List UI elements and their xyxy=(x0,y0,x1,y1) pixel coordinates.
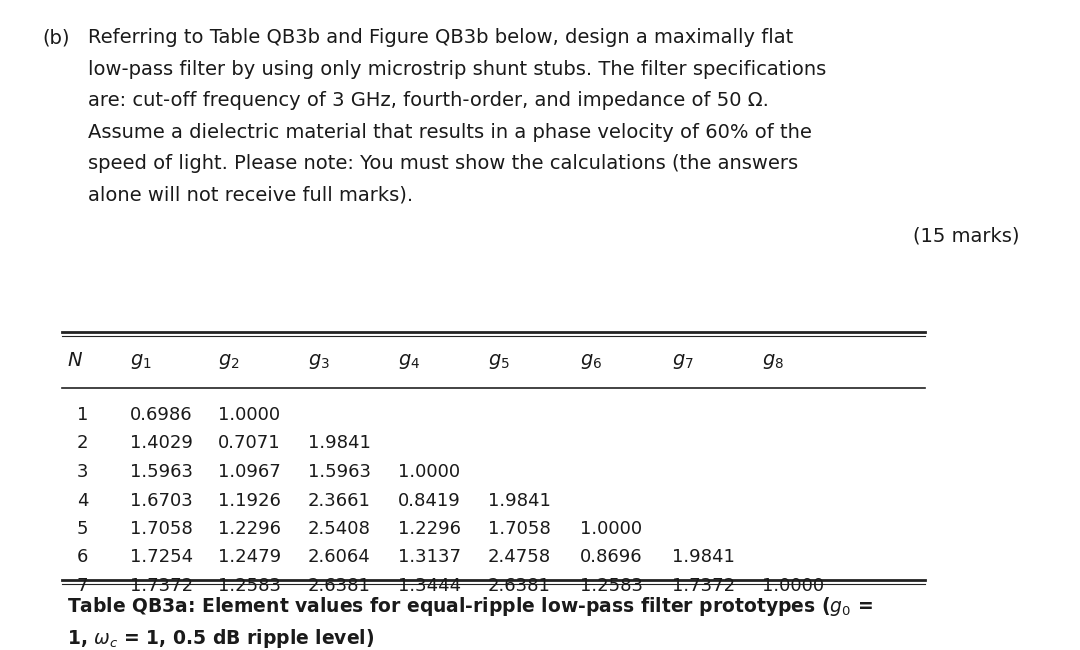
Text: 0.7071: 0.7071 xyxy=(218,434,281,452)
Text: 2.4758: 2.4758 xyxy=(488,549,551,567)
Text: $g_1$: $g_1$ xyxy=(130,352,152,371)
Text: 1.0000: 1.0000 xyxy=(762,577,824,595)
Text: 1.3137: 1.3137 xyxy=(399,549,461,567)
Text: low-pass filter by using only microstrip shunt stubs. The filter specifications: low-pass filter by using only microstrip… xyxy=(87,60,826,79)
Text: 1.2583: 1.2583 xyxy=(218,577,281,595)
Text: 0.8419: 0.8419 xyxy=(399,491,461,510)
Text: 2.6064: 2.6064 xyxy=(308,549,370,567)
Text: Table QB3a: Element values for equal-ripple low-pass filter prototypes ($g_0$ =: Table QB3a: Element values for equal-rip… xyxy=(67,595,873,619)
Text: (b): (b) xyxy=(42,28,69,47)
Text: 1.2296: 1.2296 xyxy=(399,520,461,538)
Text: 1.2479: 1.2479 xyxy=(218,549,281,567)
Text: 1.0000: 1.0000 xyxy=(218,406,280,424)
Text: 6: 6 xyxy=(77,549,89,567)
Text: 1.7372: 1.7372 xyxy=(672,577,735,595)
Text: 2.6381: 2.6381 xyxy=(308,577,370,595)
Text: 2.5408: 2.5408 xyxy=(308,520,370,538)
Text: 5: 5 xyxy=(77,520,89,538)
Text: 1.9841: 1.9841 xyxy=(308,434,370,452)
Text: 0.8696: 0.8696 xyxy=(580,549,643,567)
Text: $g_7$: $g_7$ xyxy=(672,352,693,371)
Text: 1.7372: 1.7372 xyxy=(130,577,193,595)
Text: 2.3661: 2.3661 xyxy=(308,491,370,510)
Text: 1.2583: 1.2583 xyxy=(580,577,643,595)
Text: 1.0000: 1.0000 xyxy=(399,463,460,481)
Text: 1.6703: 1.6703 xyxy=(130,491,192,510)
Text: $g_3$: $g_3$ xyxy=(308,352,329,371)
Text: 2.6381: 2.6381 xyxy=(488,577,551,595)
Text: $N$: $N$ xyxy=(67,352,83,370)
Text: 1.0967: 1.0967 xyxy=(218,463,281,481)
Text: speed of light. Please note: You must show the calculations (the answers: speed of light. Please note: You must sh… xyxy=(87,154,798,173)
Text: $g_6$: $g_6$ xyxy=(580,352,603,371)
Text: $g_5$: $g_5$ xyxy=(488,352,510,371)
Text: 1.2296: 1.2296 xyxy=(218,520,281,538)
Text: 1, $\omega_c$ = 1, 0.5 dB ripple level): 1, $\omega_c$ = 1, 0.5 dB ripple level) xyxy=(67,627,375,649)
Text: $g_8$: $g_8$ xyxy=(762,352,784,371)
Text: alone will not receive full marks).: alone will not receive full marks). xyxy=(87,185,414,205)
Text: Referring to Table QB3b and Figure QB3b below, design a maximally flat: Referring to Table QB3b and Figure QB3b … xyxy=(87,28,793,47)
Text: 2: 2 xyxy=(77,434,89,452)
Text: 3: 3 xyxy=(77,463,89,481)
Text: (15 marks): (15 marks) xyxy=(914,227,1020,246)
Text: 1.5963: 1.5963 xyxy=(308,463,372,481)
Text: 1.4029: 1.4029 xyxy=(130,434,193,452)
Text: 1.1926: 1.1926 xyxy=(218,491,281,510)
Text: 1.7058: 1.7058 xyxy=(130,520,192,538)
Text: 4: 4 xyxy=(77,491,89,510)
Text: 1.7254: 1.7254 xyxy=(130,549,193,567)
Text: Assume a dielectric material that results in a phase velocity of 60% of the: Assume a dielectric material that result… xyxy=(87,122,812,142)
Text: 7: 7 xyxy=(77,577,89,595)
Text: 1.9841: 1.9841 xyxy=(488,491,551,510)
Text: 1.0000: 1.0000 xyxy=(580,520,643,538)
Text: $g_2$: $g_2$ xyxy=(218,352,240,371)
Text: are: cut-off frequency of 3 GHz, fourth-order, and impedance of 50 Ω.: are: cut-off frequency of 3 GHz, fourth-… xyxy=(87,91,769,110)
Text: 1.9841: 1.9841 xyxy=(672,549,734,567)
Text: 1.5963: 1.5963 xyxy=(130,463,193,481)
Text: 1.3444: 1.3444 xyxy=(399,577,461,595)
Text: 0.6986: 0.6986 xyxy=(130,406,192,424)
Text: 1: 1 xyxy=(77,406,89,424)
Text: 1.7058: 1.7058 xyxy=(488,520,551,538)
Text: $g_4$: $g_4$ xyxy=(399,352,420,371)
